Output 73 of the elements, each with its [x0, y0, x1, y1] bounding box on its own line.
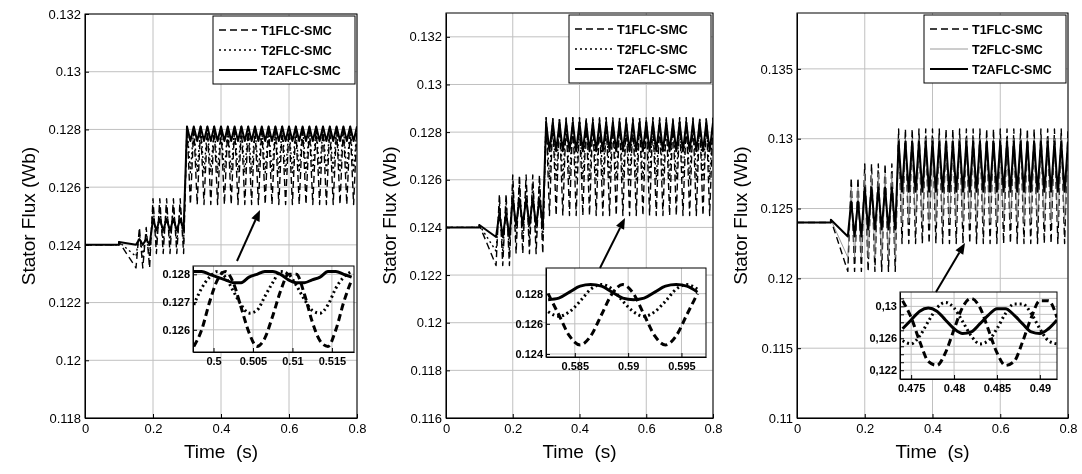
x-tick-label: 0.4 — [923, 421, 943, 437]
legend-label: T1FLC-SMC — [972, 22, 1043, 37]
x-tick-label: 0.6 — [991, 421, 1010, 437]
x-tick-label: 0.595 — [668, 359, 696, 372]
x-tick-label: 0.4 — [570, 421, 590, 437]
y-tick-label: 0.11 — [768, 410, 793, 426]
y-tick-label: 0.12 — [416, 315, 442, 331]
legend-label: T2AFLC-SMC — [261, 63, 341, 78]
x-axis-title: Time (s) — [183, 441, 259, 462]
y-tick-label: 0.128 — [409, 124, 442, 140]
y-axis-title: Stator Flux (Wb) — [18, 146, 39, 286]
x-tick-label: 0.48 — [943, 381, 966, 394]
y-tick-label: 0.115 — [761, 340, 793, 356]
x-tick-label: 0.8 — [1059, 421, 1078, 437]
y-tick-label: 0.12 — [55, 352, 81, 368]
y-tick-label: 0.126 — [48, 179, 81, 195]
y-axis-title: Stator Flux (Wb) — [379, 146, 400, 285]
y-tick-label: 0.128 — [515, 287, 543, 300]
x-tick-label: 0.59 — [617, 359, 640, 372]
x-tick-label: 0.5 — [206, 354, 222, 367]
y-tick-label: 0.13 — [767, 131, 793, 147]
legend-label: T2FLC-SMC — [617, 42, 688, 57]
y-tick-label: 0.124 — [409, 220, 442, 236]
y-tick-label: 0.13 — [55, 64, 81, 80]
y-tick-label: 0.124 — [48, 237, 81, 253]
x-tick-label: 0.475 — [897, 381, 926, 394]
legend-label: T2FLC-SMC — [261, 43, 332, 58]
y-tick-label: 0.125 — [760, 201, 793, 217]
y-tick-label: 0.126 — [515, 317, 543, 330]
y-tick-label: 0.12 — [767, 271, 793, 286]
y-tick-label: 0.126 — [409, 172, 442, 188]
x-tick-label: 0.51 — [282, 354, 304, 367]
x-tick-label: 0.515 — [318, 354, 347, 367]
x-tick-label: 0.8 — [704, 421, 723, 437]
x-tick-label: 0.49 — [1029, 381, 1052, 394]
x-tick-label: 0.6 — [637, 421, 656, 437]
y-tick-label: 0.132 — [48, 6, 81, 22]
y-axis-title: Stator Flux (Wb) — [730, 146, 751, 285]
x-tick-label: 0.6 — [280, 421, 299, 437]
legend-label: T1FLC-SMC — [617, 22, 688, 37]
x-tick-label: 0.585 — [561, 359, 590, 372]
legend-label: T2AFLC-SMC — [617, 62, 697, 77]
x-tick-label: 0.505 — [239, 354, 268, 367]
x-axis-title: Time (s) — [542, 441, 617, 462]
y-tick-label: 0.122 — [409, 267, 442, 283]
y-tick-label: 0.124 — [515, 348, 544, 360]
y-tick-label: 0.135 — [760, 61, 793, 77]
x-tick-label: 0 — [442, 421, 451, 437]
x-tick-label: 0.2 — [144, 421, 163, 437]
legend-label: T1FLC-SMC — [261, 23, 332, 38]
y-tick-label: 0.126 — [162, 323, 190, 336]
x-tick-label: 0 — [793, 421, 802, 437]
x-tick-label: 0.2 — [856, 421, 875, 437]
legend-label: T2AFLC-SMC — [972, 62, 1052, 77]
y-tick-label: 0.122 — [48, 295, 81, 311]
x-tick-label: 0.485 — [983, 381, 1012, 394]
y-tick-label: 0.13 — [416, 77, 442, 93]
y-tick-label: 0.127 — [162, 296, 190, 309]
y-tick-label: 0.116 — [410, 410, 442, 426]
legend-label: T2FLC-SMC — [972, 42, 1043, 57]
y-tick-label: 0.118 — [49, 410, 81, 426]
y-tick-label: 0.132 — [409, 29, 442, 45]
x-tick-label: 0.4 — [212, 421, 231, 437]
x-tick-label: 0 — [81, 421, 90, 437]
y-tick-label: 0.118 — [410, 363, 442, 379]
y-tick-label: 0.128 — [162, 268, 190, 281]
y-tick-label: 0,126 — [869, 332, 897, 345]
y-tick-label: 0,122 — [869, 364, 897, 377]
x-axis-title: Time (s) — [895, 441, 970, 462]
x-tick-label: 0.8 — [348, 421, 367, 437]
y-tick-label: 0.128 — [48, 122, 81, 138]
x-tick-label: 0.2 — [504, 421, 523, 437]
y-tick-label: 0,13 — [875, 300, 897, 313]
